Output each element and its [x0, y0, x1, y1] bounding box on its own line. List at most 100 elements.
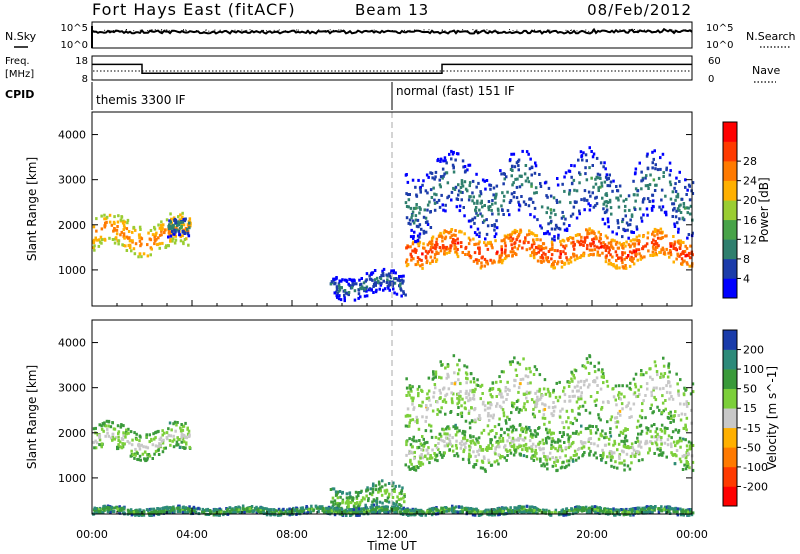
echo-cell: [607, 262, 610, 266]
echo-cell: [565, 256, 568, 260]
echo-cell: [328, 510, 331, 514]
echo-cell: [459, 510, 463, 514]
echo-cell: [467, 392, 470, 396]
echo-cell: [152, 513, 156, 517]
echo-cell: [122, 431, 125, 435]
echo-cell: [621, 217, 625, 221]
echo-cell: [432, 370, 435, 374]
echo-cell: [569, 444, 572, 448]
noise-search-point: [294, 30, 296, 32]
echo-cell: [660, 436, 663, 439]
echo-cell: [637, 242, 640, 246]
echo-cell: [690, 513, 694, 517]
echo-cell: [663, 441, 667, 445]
echo-cell: [411, 213, 414, 217]
echo-cell: [655, 427, 659, 431]
echo-cell: [572, 244, 575, 248]
echo-cell: [510, 439, 513, 443]
echo-cell: [330, 280, 334, 284]
echo-cell: [537, 442, 540, 446]
echo-cell: [653, 435, 656, 439]
echo-cell: [602, 374, 605, 378]
echo-cell: [691, 460, 695, 464]
echo-cell: [682, 427, 686, 430]
echo-cell: [623, 468, 626, 472]
echo-cell: [163, 431, 166, 435]
echo-cell: [601, 456, 604, 460]
echo-cell: [385, 273, 388, 277]
echo-cell: [136, 451, 139, 455]
echo-cell: [498, 392, 501, 396]
echo-cell: [680, 197, 684, 201]
echo-cell: [465, 396, 468, 400]
echo-cell: [612, 443, 615, 447]
echo-cell: [673, 240, 677, 244]
echo-cell: [592, 453, 596, 457]
echo-cell: [555, 225, 559, 229]
echo-cell: [452, 233, 456, 237]
echo-cell: [628, 467, 632, 471]
echo-cell: [275, 509, 278, 513]
echo-cell: [435, 258, 439, 262]
echo-cell: [494, 239, 497, 243]
echo-cell: [567, 463, 571, 467]
noise-search-point: [287, 30, 288, 32]
echo-cell: [177, 215, 180, 219]
echo-cell: [595, 245, 599, 249]
echo-cell: [679, 460, 683, 464]
echo-cell: [408, 393, 411, 397]
echo-cell: [552, 431, 555, 435]
echo-cell: [636, 258, 639, 262]
echo-cell: [151, 443, 155, 447]
echo-cell: [484, 187, 487, 191]
echo-cell: [337, 507, 340, 511]
echo-cell: [422, 242, 425, 246]
echo-cell: [106, 431, 109, 435]
noise-search-point: [628, 29, 630, 31]
echo-cell: [183, 219, 187, 223]
echo-cell: [384, 499, 387, 502]
echo-cell: [429, 245, 433, 249]
echo-cell: [554, 457, 558, 461]
echo-cell: [495, 184, 499, 188]
echo-cell: [667, 366, 670, 370]
echo-cell: [358, 508, 362, 512]
echo-cell: [151, 457, 154, 460]
echo-cell: [445, 245, 449, 249]
echo-cell: [172, 422, 175, 426]
echo-cell: [372, 503, 375, 507]
echo-cell: [150, 247, 153, 251]
echo-cell: [548, 457, 552, 461]
echo-cell: [434, 247, 437, 251]
echo-cell: [506, 427, 509, 431]
echo-cell: [532, 240, 536, 244]
echo-cell: [593, 232, 596, 235]
echo-cell: [501, 439, 505, 443]
echo-cell: [655, 437, 659, 441]
echo-cell: [631, 242, 635, 246]
echo-cell: [341, 278, 344, 282]
echo-cell: [570, 370, 573, 374]
echo-cell: [597, 361, 601, 365]
echo-cell: [345, 492, 349, 496]
echo-cell: [516, 160, 520, 163]
echo-cell: [95, 217, 98, 221]
echo-cell: [495, 509, 499, 513]
echo-cell: [468, 195, 471, 199]
echo-cell: [165, 431, 169, 435]
echo-cell: [371, 490, 375, 494]
echo-cell: [98, 423, 101, 427]
noise-search-point: [488, 30, 490, 32]
echo-cell: [593, 442, 596, 446]
echo-cell: [525, 150, 529, 154]
echo-cell: [474, 463, 478, 466]
echo-cell: [649, 253, 652, 257]
echo-cell: [504, 248, 507, 252]
echo-cell: [594, 196, 597, 200]
echo-cell: [674, 246, 677, 250]
echo-cell: [577, 240, 581, 244]
echo-cell: [632, 179, 635, 183]
echo-cell: [105, 220, 108, 224]
echo-cell: [650, 390, 653, 394]
echo-cell: [228, 506, 232, 510]
